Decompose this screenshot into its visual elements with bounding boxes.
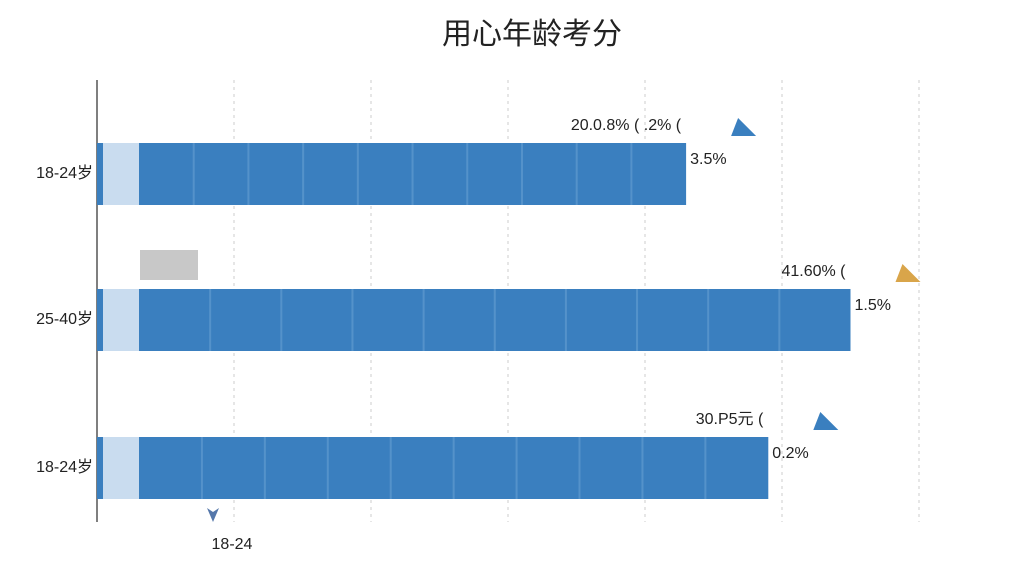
pointer [207, 508, 219, 522]
y-tick-label: 18-24岁 [36, 164, 93, 182]
bar [97, 289, 851, 351]
bar-start [103, 289, 139, 351]
annotation: 30.P5元 ( [696, 411, 764, 428]
tooltip [140, 250, 198, 280]
bar [97, 437, 769, 499]
icon [895, 264, 921, 282]
annotation: 1.5% [855, 297, 891, 314]
chart-title: 用心年龄考分 [442, 18, 622, 51]
icon [813, 412, 839, 430]
annotation: 20.0.8% ( .2% ( [571, 117, 682, 134]
y-tick-label: 25-40岁 [36, 310, 93, 328]
bar-start [103, 437, 139, 499]
y-tick-label: 18-24岁 [36, 458, 93, 476]
annotation: 0.2% [772, 445, 808, 462]
bar [97, 143, 687, 205]
annotation: 41.60% ( [781, 263, 846, 280]
annotation: 3.5% [690, 151, 726, 168]
icon [731, 118, 757, 136]
bar-start [103, 143, 139, 205]
pointer-label: 18-24 [212, 536, 253, 553]
